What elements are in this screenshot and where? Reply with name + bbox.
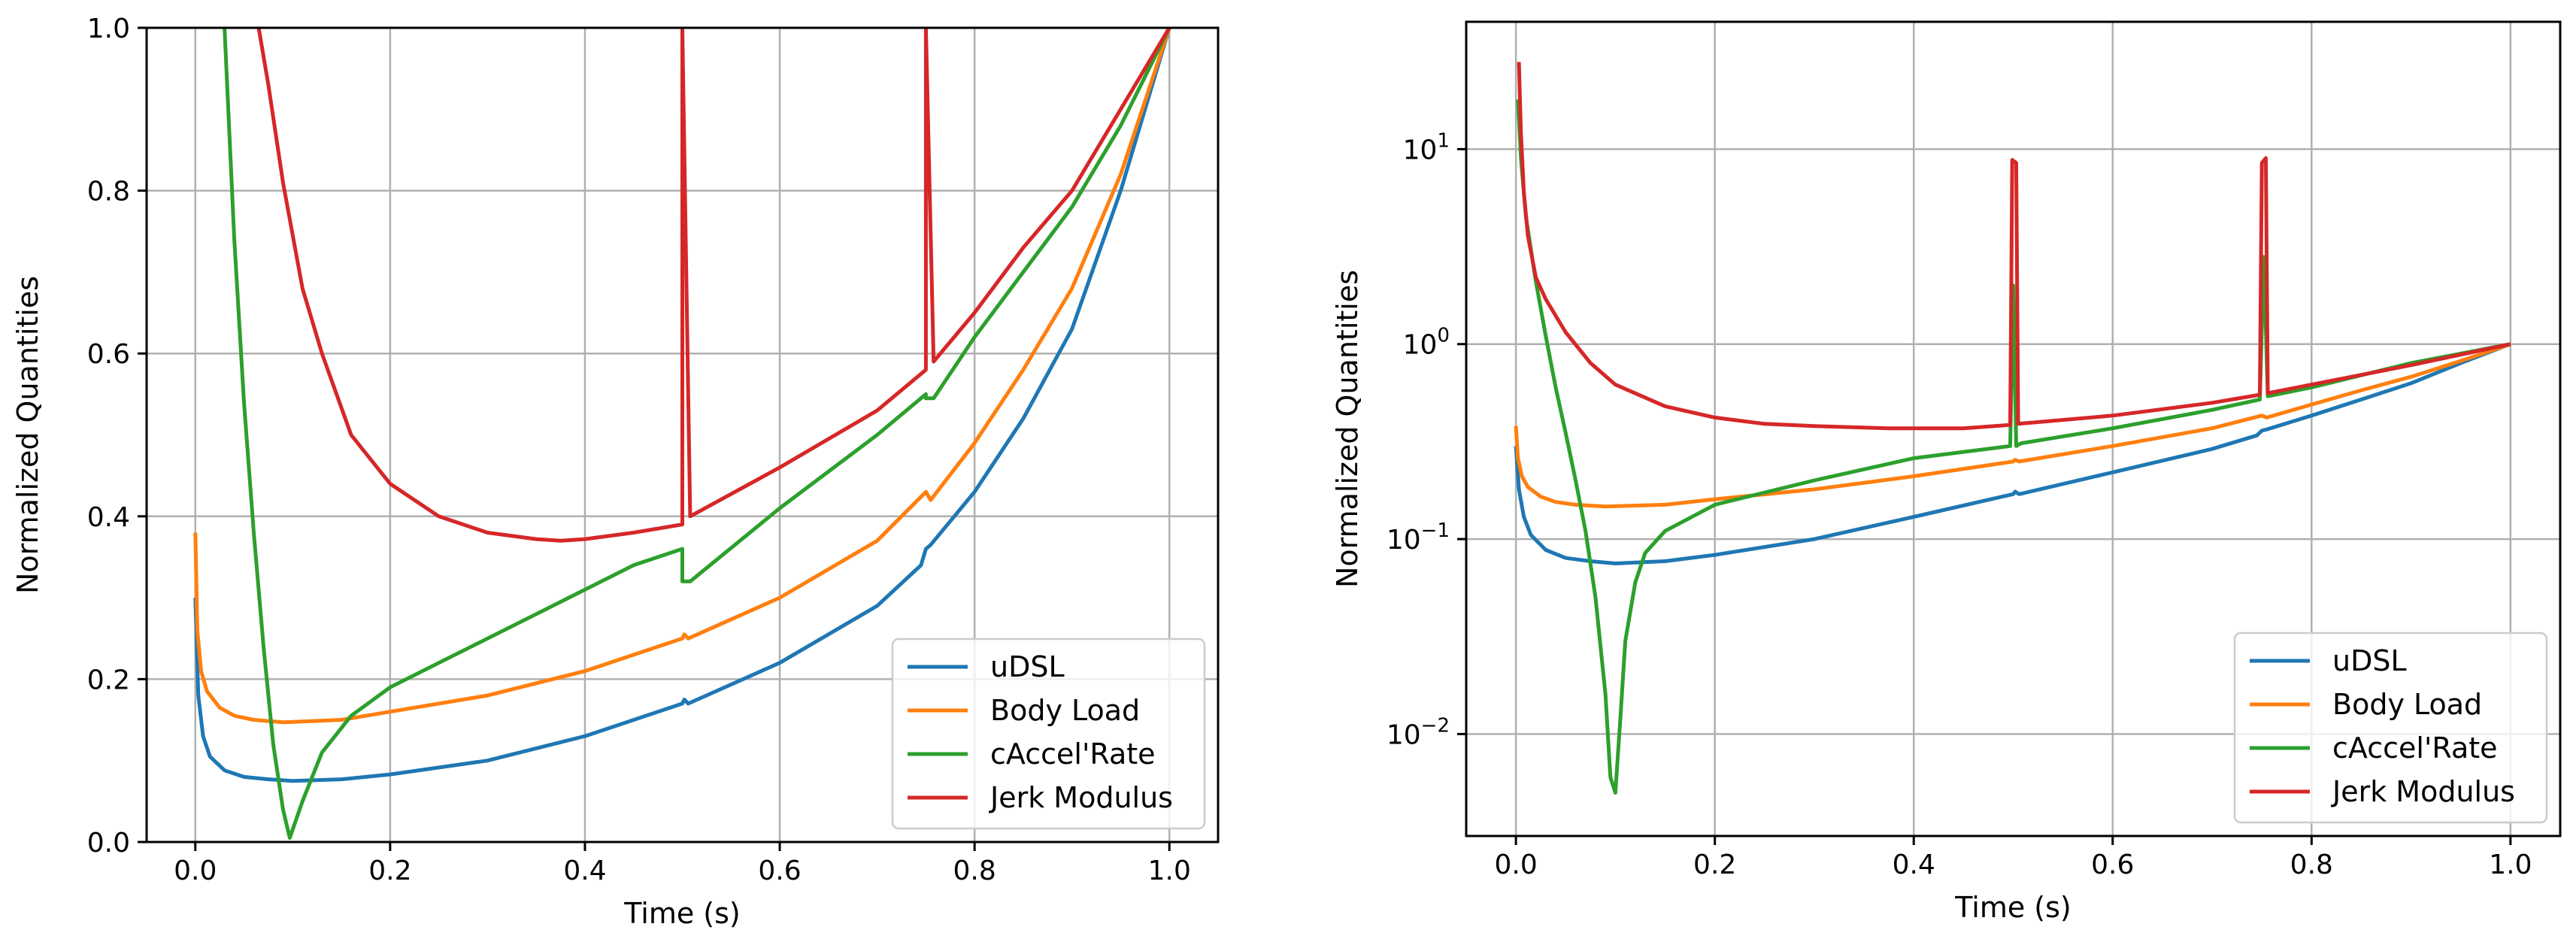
y-tick-label: 10−2 [1386,714,1450,750]
y-tick-label: 0.0 [87,828,130,859]
legend: uDSL Body Load cAccel'Rate Jerk Modulus [891,638,1206,830]
x-tick-label: 0.6 [758,856,801,886]
x-tick-label: 0.0 [1495,850,1538,880]
x-tick-label: 0.2 [1693,850,1736,880]
x-tick-label: 0.4 [1893,850,1935,880]
legend-box [891,638,1206,830]
legend-label-udsl: uDSL [2332,644,2407,677]
legend-label-body-load: Body Load [990,694,1140,727]
series-line-udsl [193,28,1171,783]
x-tick-label: 1.0 [1148,856,1191,886]
x-tick-label: 0.4 [563,856,606,886]
x-tick-label: 0.0 [174,856,217,886]
legend-label-caccel-rate: cAccel'Rate [2332,731,2498,765]
y-tick-label: 0.8 [87,177,130,207]
series-line-jerk-modulus [256,28,1171,543]
legend: uDSL Body Load cAccel'Rate Jerk Modulus [2233,631,2548,824]
legend-label-jerk-modulus: Jerk Modulus [2331,775,2515,808]
legend-label-body-load: Body Load [2332,688,2482,721]
series-group [193,28,1171,840]
y-tick-label: 10−1 [1386,519,1450,556]
y-tick-label: 0.6 [87,339,130,370]
series-line-jerk-modulus [1517,62,2511,431]
y-tick-label: 0.4 [87,502,130,533]
series-line-caccel-rate [1516,99,2511,795]
y-axis-label: Normalized Quantities [1331,270,1364,588]
x-tick-label: 0.2 [368,856,411,886]
y-tick-label: 1.0 [87,14,130,44]
y-axis-label: Normalized Quantities [11,276,44,594]
y-tick-label: 100 [1403,325,1450,361]
legend-box [2233,631,2548,824]
x-axis-label: Time (s) [623,897,741,930]
y-tick-label: 101 [1403,129,1450,165]
series-line-udsl [1514,342,2511,565]
chart-log-scale: 0.0 0.2 0.4 0.6 0.8 1.0 10−2 10−1 100 101 Time (s)… [1331,20,2562,924]
axes-frame [1465,20,2562,837]
y-tick-label: 0.2 [87,665,130,695]
x-tick-label: 0.8 [953,856,996,886]
series-line-body-load [193,28,1171,725]
chart-linear-scale: 0.0 0.2 0.4 0.6 0.8 1.0 0.0 0.2 0.4 0.6 0.8 1.0 Time… [11,14,1220,930]
series-line-caccel-rate [223,28,1171,840]
series-line-body-load [1514,342,2511,509]
legend-label-udsl: uDSL [990,650,1065,683]
axes-frame [145,26,1220,844]
legend-label-caccel-rate: cAccel'Rate [990,738,1156,771]
x-tick-label: 1.0 [2489,850,2532,880]
x-tick-label: 0.6 [2091,850,2134,880]
legend-label-jerk-modulus: Jerk Modulus [989,781,1173,814]
x-axis-label: Time (s) [1954,891,2071,924]
x-tick-label: 0.8 [2290,850,2333,880]
series-group [1514,62,2511,795]
